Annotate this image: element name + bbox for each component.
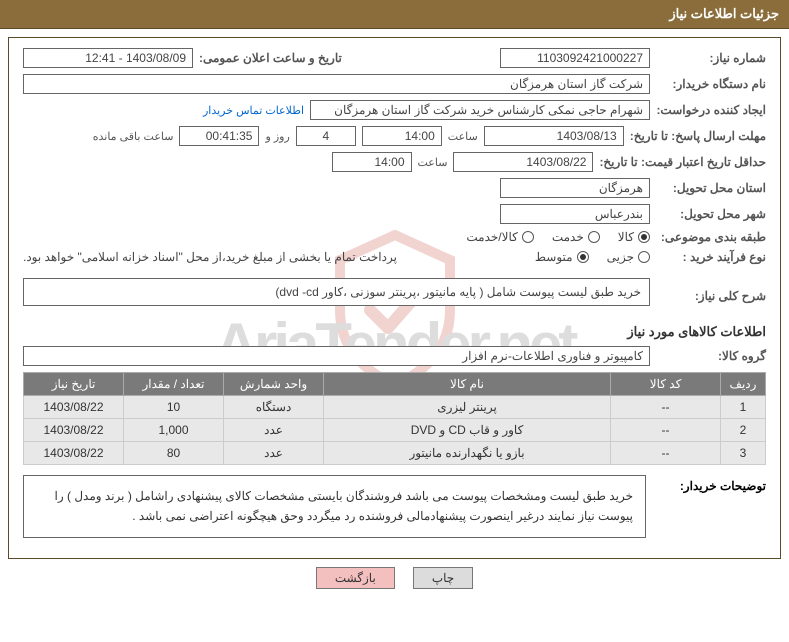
goods-group-value: کامپیوتر و فناوری اطلاعات-نرم افزار — [23, 346, 650, 366]
page-title: جزئیات اطلاعات نیاز — [669, 6, 779, 21]
cell-code: -- — [611, 442, 721, 465]
print-button[interactable]: چاپ — [413, 567, 473, 589]
subject-class-label: طبقه بندی موضوعی: — [656, 230, 766, 244]
hours-remaining-suffix: ساعت باقی مانده — [93, 130, 174, 143]
radio-service[interactable]: خدمت — [552, 230, 600, 244]
col-code: کد کالا — [611, 373, 721, 396]
goods-group-label: گروه کالا: — [656, 349, 766, 363]
radio-proc-small[interactable]: جزیی — [607, 250, 650, 264]
action-row: چاپ بازگشت — [0, 567, 789, 589]
details-frame: شماره نیاز: 1103092421000227 تاریخ و ساع… — [8, 37, 781, 559]
radio-dot-small — [638, 251, 650, 263]
back-button[interactable]: بازگشت — [316, 567, 395, 589]
province-label: استان محل تحویل: — [656, 181, 766, 195]
table-row: 2--کاور و قاب CD و DVDعدد1,0001403/08/22 — [24, 419, 766, 442]
requester-label: ایجاد کننده درخواست: — [656, 103, 766, 117]
deadline-response-time: 14:00 — [362, 126, 442, 146]
radio-dot-mixed — [522, 231, 534, 243]
radio-dot-goods — [638, 231, 650, 243]
radio-dot-service — [588, 231, 600, 243]
deadline-response-label: مهلت ارسال پاسخ: تا تاریخ: — [630, 129, 766, 143]
cell-need_date: 1403/08/22 — [24, 442, 124, 465]
cell-unit: عدد — [224, 442, 324, 465]
subject-radio-group: کالا خدمت کالا/خدمت — [466, 230, 650, 244]
cell-name: پرینتر لیزری — [324, 396, 611, 419]
time-label-1: ساعت — [448, 130, 478, 143]
cell-need_date: 1403/08/22 — [24, 419, 124, 442]
radio-mixed[interactable]: کالا/خدمت — [466, 230, 533, 244]
cell-row: 2 — [721, 419, 766, 442]
buyer-org-label: نام دستگاه خریدار: — [656, 77, 766, 91]
table-row: 3--بازو یا نگهدارنده مانیتورعدد801403/08… — [24, 442, 766, 465]
radio-service-label: خدمت — [552, 230, 584, 244]
cell-row: 3 — [721, 442, 766, 465]
cell-code: -- — [611, 396, 721, 419]
col-qty: تعداد / مقدار — [124, 373, 224, 396]
valid-until-date: 1403/08/22 — [453, 152, 593, 172]
radio-goods-label: کالا — [618, 230, 634, 244]
cell-unit: دستگاه — [224, 396, 324, 419]
buyer-org-value: شرکت گاز استان هرمزگان — [23, 74, 650, 94]
proc-type-label: نوع فرآیند خرید : — [656, 250, 766, 264]
table-row: 1--پرینتر لیزریدستگاه101403/08/22 — [24, 396, 766, 419]
col-unit: واحد شمارش — [224, 373, 324, 396]
buyer-note-label: توضیحات خریدار: — [656, 465, 766, 493]
city-value: بندرعباس — [500, 204, 650, 224]
col-need-date: تاریخ نیاز — [24, 373, 124, 396]
radio-dot-medium — [577, 251, 589, 263]
main-desc-label: شرح کلی نیاز: — [656, 289, 766, 303]
cell-unit: عدد — [224, 419, 324, 442]
main-desc-value: خرید طبق لیست پیوست شامل ( پایه مانیتور … — [23, 278, 650, 306]
valid-until-time: 14:00 — [332, 152, 412, 172]
need-no-value: 1103092421000227 — [500, 48, 650, 68]
announce-value: 1403/08/09 - 12:41 — [23, 48, 193, 68]
buyer-contact-link[interactable]: اطلاعات تماس خریدار — [203, 104, 304, 117]
cell-qty: 80 — [124, 442, 224, 465]
valid-until-label: حداقل تاریخ اعتبار قیمت: تا تاریخ: — [599, 155, 766, 169]
items-table: ردیف کد کالا نام کالا واحد شمارش تعداد /… — [23, 372, 766, 465]
radio-mixed-label: کالا/خدمت — [466, 230, 517, 244]
radio-proc-medium[interactable]: متوسط — [535, 250, 589, 264]
cell-qty: 10 — [124, 396, 224, 419]
proc-radio-group: جزیی متوسط — [535, 250, 650, 264]
cell-need_date: 1403/08/22 — [24, 396, 124, 419]
days-remaining-suffix: روز و — [265, 130, 289, 143]
cell-name: کاور و قاب CD و DVD — [324, 419, 611, 442]
radio-medium-label: متوسط — [535, 250, 573, 264]
province-value: هرمزگان — [500, 178, 650, 198]
cell-row: 1 — [721, 396, 766, 419]
radio-goods[interactable]: کالا — [618, 230, 650, 244]
announce-label: تاریخ و ساعت اعلان عمومی: — [199, 51, 342, 65]
buyer-note-value: خرید طبق لیست ومشخصات پیوست می باشد فروش… — [23, 475, 646, 538]
col-name: نام کالا — [324, 373, 611, 396]
deadline-response-date: 1403/08/13 — [484, 126, 624, 146]
cell-code: -- — [611, 419, 721, 442]
page-title-bar: جزئیات اطلاعات نیاز — [0, 0, 789, 29]
need-no-label: شماره نیاز: — [656, 51, 766, 65]
hours-remaining: 00:41:35 — [179, 126, 259, 146]
cell-qty: 1,000 — [124, 419, 224, 442]
time-label-2: ساعت — [418, 156, 448, 169]
payment-note: پرداخت تمام یا بخشی از مبلغ خرید،از محل … — [23, 250, 397, 264]
days-remaining: 4 — [296, 126, 356, 146]
city-label: شهر محل تحویل: — [656, 207, 766, 221]
col-row: ردیف — [721, 373, 766, 396]
radio-small-label: جزیی — [607, 250, 634, 264]
cell-name: بازو یا نگهدارنده مانیتور — [324, 442, 611, 465]
items-section-title: اطلاعات کالاهای مورد نیاز — [23, 324, 766, 340]
requester-value: شهرام حاجی نمکی کارشناس خرید شرکت گاز اس… — [310, 100, 650, 120]
